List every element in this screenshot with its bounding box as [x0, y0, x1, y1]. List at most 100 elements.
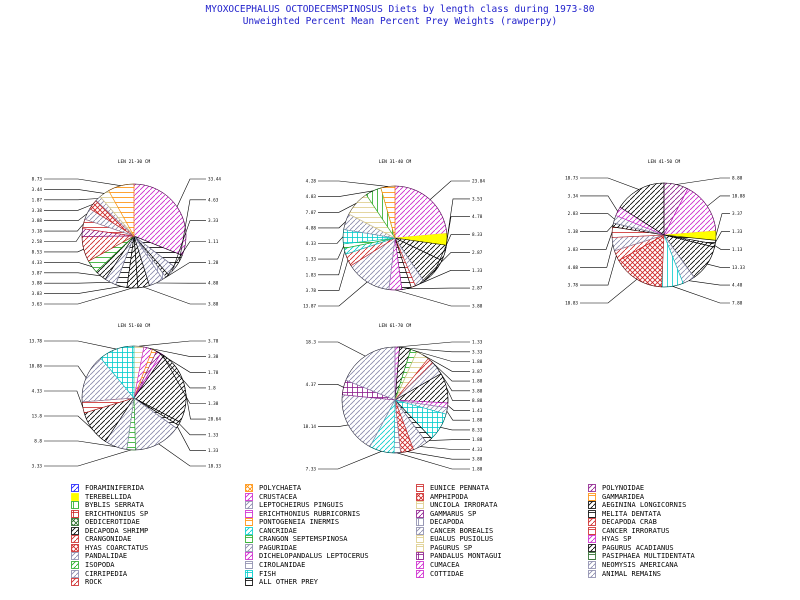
legend-label: CIROLANIDAE [259, 560, 306, 569]
slice-value-label: 3.88 [32, 281, 43, 287]
slice-value-label: 3.88 [472, 304, 483, 310]
cancer-borealis-swatch [416, 526, 424, 535]
leader-line [446, 387, 470, 401]
legend-label: CUMACEA [430, 560, 460, 569]
leader-line [715, 231, 730, 243]
leader-line [440, 427, 470, 431]
leader-line [419, 252, 470, 284]
leader-line [688, 280, 730, 286]
legend-label: NEOMYSIS AMERICANA [602, 560, 678, 569]
legend-label: PAGURUS ACADIANUS [602, 543, 674, 552]
legend-label: FORAMINIFERIDA [85, 484, 145, 492]
leader-line [580, 177, 640, 190]
leader-line [44, 189, 105, 194]
slice-value-label: 3.88 [208, 302, 219, 308]
slice-value-label: 18.83 [565, 301, 578, 307]
leader-line [413, 269, 470, 287]
slice-value-label: 4.33 [32, 389, 43, 395]
leader-line [44, 272, 101, 277]
leader-line [177, 426, 206, 451]
unciola-irrorata-swatch [416, 501, 424, 509]
leader-line [580, 255, 617, 286]
chart-subtitle: Unweighted Percent Mean Percent Prey Wei… [242, 16, 558, 27]
pie-outline [341, 346, 449, 454]
slice-value-label: 3.83 [32, 291, 43, 297]
slice-value-label: 4.88 [306, 225, 317, 231]
slice-value-label: 1.88 [472, 359, 483, 365]
slice-value-label: 1.88 [472, 418, 483, 424]
pie-chart-2: LEN 31-40 CM 23.04 3.53 4.78 8.33 2.87 1.33 2.8… [303, 159, 485, 310]
slice-value-label: 8.88 [732, 176, 743, 182]
legend-label: FISH [259, 569, 276, 578]
leader-line [44, 198, 99, 201]
polychaeta-swatch [245, 484, 253, 492]
slice-value-label: 3.63 [32, 302, 43, 308]
legend-label: PAGURIDAE [259, 543, 297, 552]
pie-title: LEN 21-30 CM [118, 159, 151, 165]
slice-value-label: 7.88 [732, 301, 743, 307]
rock-swatch [71, 578, 79, 586]
legend-label: POLYCHAETA [259, 484, 302, 492]
slice-value-label: 4.33 [32, 260, 43, 266]
legend-label: PANDALIDAE [85, 552, 128, 561]
slice-value-label: 13.78 [29, 339, 42, 345]
cirolanidae-swatch [245, 561, 253, 569]
slice-value-label: 7.87 [306, 210, 317, 216]
amphipoda-swatch [416, 492, 424, 501]
slice-value-label: 3.53 [472, 196, 483, 202]
slice-value-label: 4.88 [208, 281, 219, 287]
slice-value-label: 3.44 [32, 187, 43, 193]
slice-value-label: 18.88 [732, 193, 745, 199]
slice-value-label: 3.18 [32, 229, 43, 235]
isopoda-swatch [71, 561, 79, 569]
slice-value-label: 3.38 [208, 354, 219, 360]
leader-line [44, 204, 93, 211]
legend-label: ALL OTHER PREY [259, 578, 319, 587]
leader-line [318, 281, 368, 307]
legend-label: LEPTOCHEIRUS PINGUIS [259, 501, 344, 510]
foraminiferida-swatch [71, 484, 79, 492]
leader-line [397, 341, 470, 348]
legend-label: COTTIDAE [430, 569, 464, 578]
slice-value-label: 1.87 [32, 197, 43, 203]
leader-line [44, 287, 133, 305]
slice-value-label: 13.8 [32, 414, 43, 420]
leader-line [154, 349, 206, 373]
slice-value-label: 18.3 [306, 340, 317, 346]
slice-value-label: 8.8 [34, 439, 42, 445]
legend-label: CIRRIPEDIA [85, 569, 128, 578]
slice-value-label: 18.14 [303, 424, 316, 430]
terebellida-swatch [71, 492, 79, 501]
leader-line [395, 289, 470, 307]
leader-line [44, 440, 116, 447]
slice-value-label: 18.88 [29, 364, 42, 370]
slice-value-label: 1.33 [472, 268, 483, 274]
pie-chart-1: LEN 21-30 CM 33.44 4.63 3.33 1.11 1.28 4.88 3.8… [32, 159, 222, 308]
slice-value-label: 1.33 [208, 432, 219, 438]
leader-line [318, 383, 344, 388]
leader-line [580, 224, 614, 232]
leader-line [580, 195, 618, 212]
slice-value-label: 1.13 [732, 247, 743, 253]
legend-label: EUALUS PUSIOLUS [430, 535, 494, 544]
slice-value-label: 33.44 [208, 177, 221, 183]
leader-line [429, 439, 470, 441]
legend-label: ERICHTHONIUS RUBRICORNIS [259, 509, 361, 518]
slice-value-label: 1.33 [472, 340, 483, 346]
leader-line [318, 260, 349, 291]
all-other-prey-swatch [245, 578, 253, 586]
slice-value-label: 4.33 [306, 241, 317, 247]
fish-swatch [245, 569, 253, 578]
slice-value-label: 1.43 [472, 408, 483, 414]
legend-label: PANDALUS MONTAGUI [430, 552, 502, 561]
eualus-pusiolus-swatch [416, 535, 424, 544]
leader-line [405, 347, 470, 353]
leader-line [44, 178, 121, 186]
legend-label: HYAS COARCTATUS [85, 543, 149, 552]
legend-label: PONTOGENEIA INERMIS [259, 518, 340, 527]
leader-line [166, 241, 206, 277]
leader-line [44, 365, 87, 378]
legend-label: ISOPODA [85, 560, 115, 569]
animal-remains-swatch [588, 569, 596, 578]
